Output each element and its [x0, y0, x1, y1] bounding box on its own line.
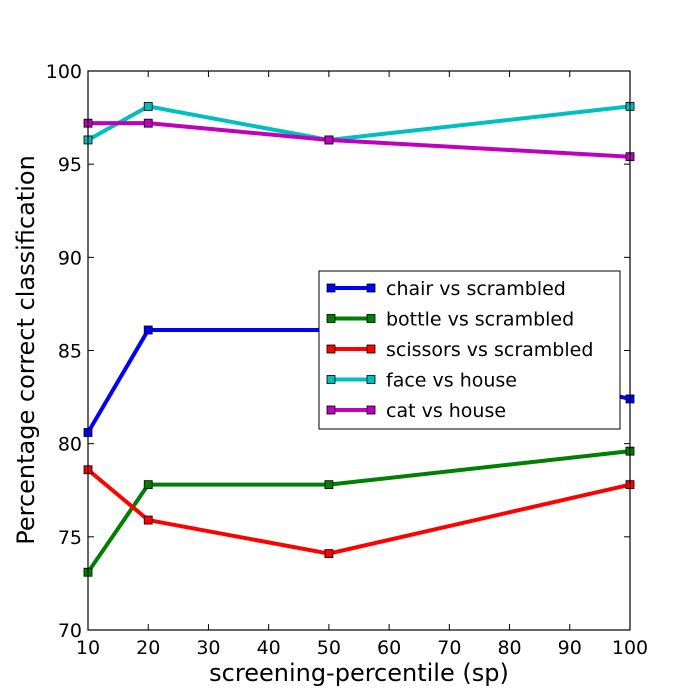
legend-swatch-marker	[366, 344, 376, 354]
legend: chair vs scrambled bottle vs scrambled sci…	[318, 270, 621, 430]
x-tick-label: 10	[76, 637, 100, 659]
legend-swatch-marker	[326, 283, 336, 293]
legend-label: cat vs house	[386, 400, 506, 422]
data-point	[143, 118, 153, 128]
y-tick-label: 95	[58, 154, 82, 176]
data-point	[324, 135, 334, 145]
x-tick-label: 40	[257, 637, 281, 659]
data-point	[143, 515, 153, 525]
legend-label: bottle vs scrambled	[386, 309, 574, 331]
y-axis-title: Percentage correct classification	[12, 155, 40, 545]
legend-label: face vs house	[386, 370, 517, 392]
x-tick-label: 90	[558, 637, 582, 659]
data-point	[324, 549, 334, 559]
data-point	[143, 480, 153, 490]
legend-label: chair vs scrambled	[386, 278, 566, 300]
data-point	[143, 102, 153, 111]
x-tick-label: 60	[377, 637, 401, 659]
legend-label: scissors vs scrambled	[386, 339, 593, 361]
x-tick-label: 30	[196, 637, 220, 659]
data-point	[143, 325, 153, 335]
legend-swatch-marker	[326, 405, 336, 415]
y-tick-label: 100	[46, 61, 82, 83]
y-tick-label: 85	[58, 341, 82, 363]
series-line	[86, 449, 631, 574]
legend-swatch-marker	[326, 314, 336, 323]
legend-swatch-marker	[366, 283, 376, 293]
legend-swatch-marker	[366, 375, 376, 384]
x-tick-label: 50	[317, 637, 341, 659]
legend-swatch-marker	[326, 375, 336, 384]
x-tick-label: 100	[612, 637, 648, 659]
series-line	[88, 121, 631, 159]
x-tick-label: 80	[497, 637, 521, 659]
legend-swatch-marker	[366, 405, 376, 415]
y-tick-label: 80	[58, 434, 82, 456]
data-point	[324, 480, 334, 490]
x-tick-label: 20	[136, 637, 160, 659]
x-tick-label: 70	[437, 637, 461, 659]
series-line	[86, 468, 631, 556]
y-tick-label: 90	[58, 247, 82, 269]
y-tick-label: 75	[58, 527, 82, 549]
y-tick-label: 70	[58, 620, 82, 642]
legend-swatch-marker	[326, 344, 336, 354]
legend-swatch-marker	[366, 314, 376, 323]
x-axis-title: screening-percentile (sp)	[209, 659, 509, 687]
